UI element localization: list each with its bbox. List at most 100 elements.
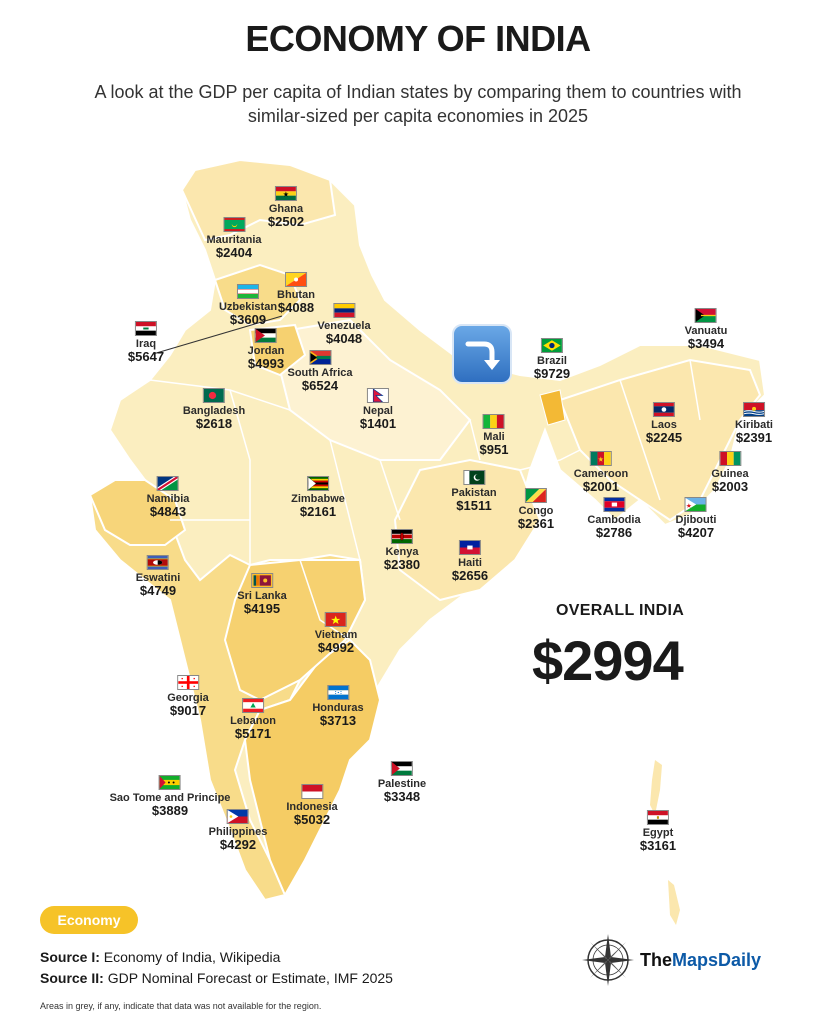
overall-label: OVERALL INDIA <box>556 602 685 619</box>
region-label-djibouti: Djibouti $4207 <box>675 497 717 540</box>
gdp-value: $5171 <box>234 726 272 742</box>
zimbabwe-flag-icon <box>306 476 329 491</box>
country-name: Congo <box>518 505 554 517</box>
compass-icon <box>582 934 634 986</box>
region-label-pakistan: Pakistan $1511 <box>451 470 497 514</box>
gdp-value: $1511 <box>456 498 492 514</box>
region-label-kiribati: Kiribati $2391 <box>735 402 773 445</box>
gdp-value: $2618 <box>195 416 233 432</box>
footnote: Areas in grey, if any, indicate that dat… <box>40 1001 322 1011</box>
country-name: Zimbabwe <box>291 493 345 505</box>
gdp-value: $2786 <box>595 525 633 541</box>
eswatini-flag-icon <box>147 555 169 570</box>
country-name: Namibia <box>146 493 190 505</box>
country-name: Kenya <box>385 546 419 558</box>
gdp-value: $1401 <box>359 416 397 432</box>
gdp-value: $4048 <box>325 331 363 347</box>
gdp-value: $3161 <box>639 838 677 854</box>
gdp-value: $3713 <box>319 713 357 729</box>
region-label-southafrica: South Africa $6524 <box>288 350 353 393</box>
kiribati-flag-icon <box>743 402 765 417</box>
georgia-flag-icon <box>176 675 199 690</box>
cambodia-flag-icon <box>603 497 625 512</box>
brazil-flag-icon <box>541 338 563 353</box>
region-label-iraq: Iraq $5647 <box>128 321 164 364</box>
arrow-turn-down-icon <box>452 324 512 384</box>
logo-pre: The <box>640 950 673 970</box>
country-name: Indonesia <box>286 801 338 813</box>
country-name: Nepal <box>363 405 393 417</box>
country-name: Sri Lanka <box>237 590 287 602</box>
region-label-bhutan: Bhutan $4088 <box>277 272 315 315</box>
country-name: Vietnam <box>314 629 358 641</box>
region-label-mauritania: Mauritania $2404 <box>206 217 262 261</box>
region-label-philippines: Philippines $4292 <box>208 809 268 853</box>
venezuela-flag-icon <box>332 303 355 318</box>
vietnam-flag-icon <box>325 612 347 627</box>
vanuatu-flag-icon <box>694 308 717 323</box>
cameroon-flag-icon <box>590 451 612 466</box>
gdp-value: $5647 <box>127 349 165 365</box>
gdp-value: $2001 <box>582 479 620 495</box>
gdp-value: $3889 <box>151 803 189 819</box>
egypt-flag-icon <box>647 810 669 825</box>
gdp-value: $951 <box>479 442 509 458</box>
country-name: Laos <box>651 419 677 431</box>
region-label-ghana: Ghana $2502 <box>268 186 304 229</box>
gdp-value: $2404 <box>215 245 253 261</box>
country-name: Iraq <box>135 338 157 350</box>
region-label-nepal: Nepal $1401 <box>360 388 396 431</box>
haiti-flag-icon <box>459 540 481 555</box>
saotome-flag-icon <box>158 775 181 790</box>
pakistan-flag-icon <box>463 470 485 485</box>
lebanon-flag-icon <box>242 698 264 713</box>
logo-brand: MapsDaily <box>672 950 762 970</box>
gdp-value: $2361 <box>517 516 555 532</box>
region-label-namibia: Namibia $4843 <box>146 476 190 520</box>
region-label-georgia: Georgia $9017 <box>167 675 209 718</box>
region-label-jordan: Jordan $4993 <box>248 328 284 371</box>
mali-flag-icon <box>482 414 505 429</box>
country-name: Venezuela <box>317 320 371 332</box>
brand-logo: TheMapsDaily <box>580 932 810 988</box>
andaman-islands <box>650 760 662 815</box>
region-label-palestine: Palestine $3348 <box>378 761 426 804</box>
region-label-uzbekistan: Uzbekistan $3609 <box>219 284 277 327</box>
source-1: Source I: Economy of India, Wikipedia <box>40 949 281 965</box>
kenya-flag-icon <box>391 529 413 544</box>
country-name: Mali <box>483 431 505 443</box>
gdp-value: $2391 <box>735 430 773 446</box>
gdp-value: $2502 <box>267 214 305 230</box>
sikkim-region <box>539 389 566 426</box>
gdp-value: $2656 <box>451 568 489 584</box>
country-name: Djibouti <box>675 514 717 526</box>
country-name: South Africa <box>287 367 353 379</box>
srilanka-flag-icon <box>251 573 273 588</box>
source-2: Source II: GDP Nominal Forecast or Estim… <box>40 970 393 986</box>
region-label-laos: Laos $2245 <box>646 402 682 445</box>
region-label-mali: Mali $951 <box>479 414 509 458</box>
iraq-leader-line <box>152 315 283 355</box>
kashmir-region <box>180 158 337 242</box>
region-label-honduras: Honduras $3713 <box>312 685 364 729</box>
country-name: Kiribati <box>735 419 773 431</box>
gdp-value: $6524 <box>301 378 339 394</box>
central-region <box>223 559 367 702</box>
region-label-haiti: Haiti $2656 <box>452 540 488 583</box>
gdp-value: $4292 <box>219 837 257 853</box>
gdp-value: $3494 <box>687 336 725 352</box>
gdp-value: $3609 <box>229 312 267 328</box>
gdp-value: $9017 <box>169 703 207 719</box>
bhutan-flag-icon <box>284 272 307 287</box>
gdp-value: $2161 <box>299 504 337 520</box>
region-label-congo: Congo $2361 <box>518 488 554 531</box>
gdp-value: $9729 <box>533 366 571 382</box>
east-region <box>393 458 542 602</box>
country-name: Philippines <box>208 826 268 838</box>
region-label-indonesia: Indonesia $5032 <box>286 784 338 827</box>
country-name: Cameroon <box>573 468 629 480</box>
philippines-flag-icon <box>227 809 249 824</box>
country-name: Vanuatu <box>684 325 728 337</box>
gdp-value: $4843 <box>149 504 187 520</box>
